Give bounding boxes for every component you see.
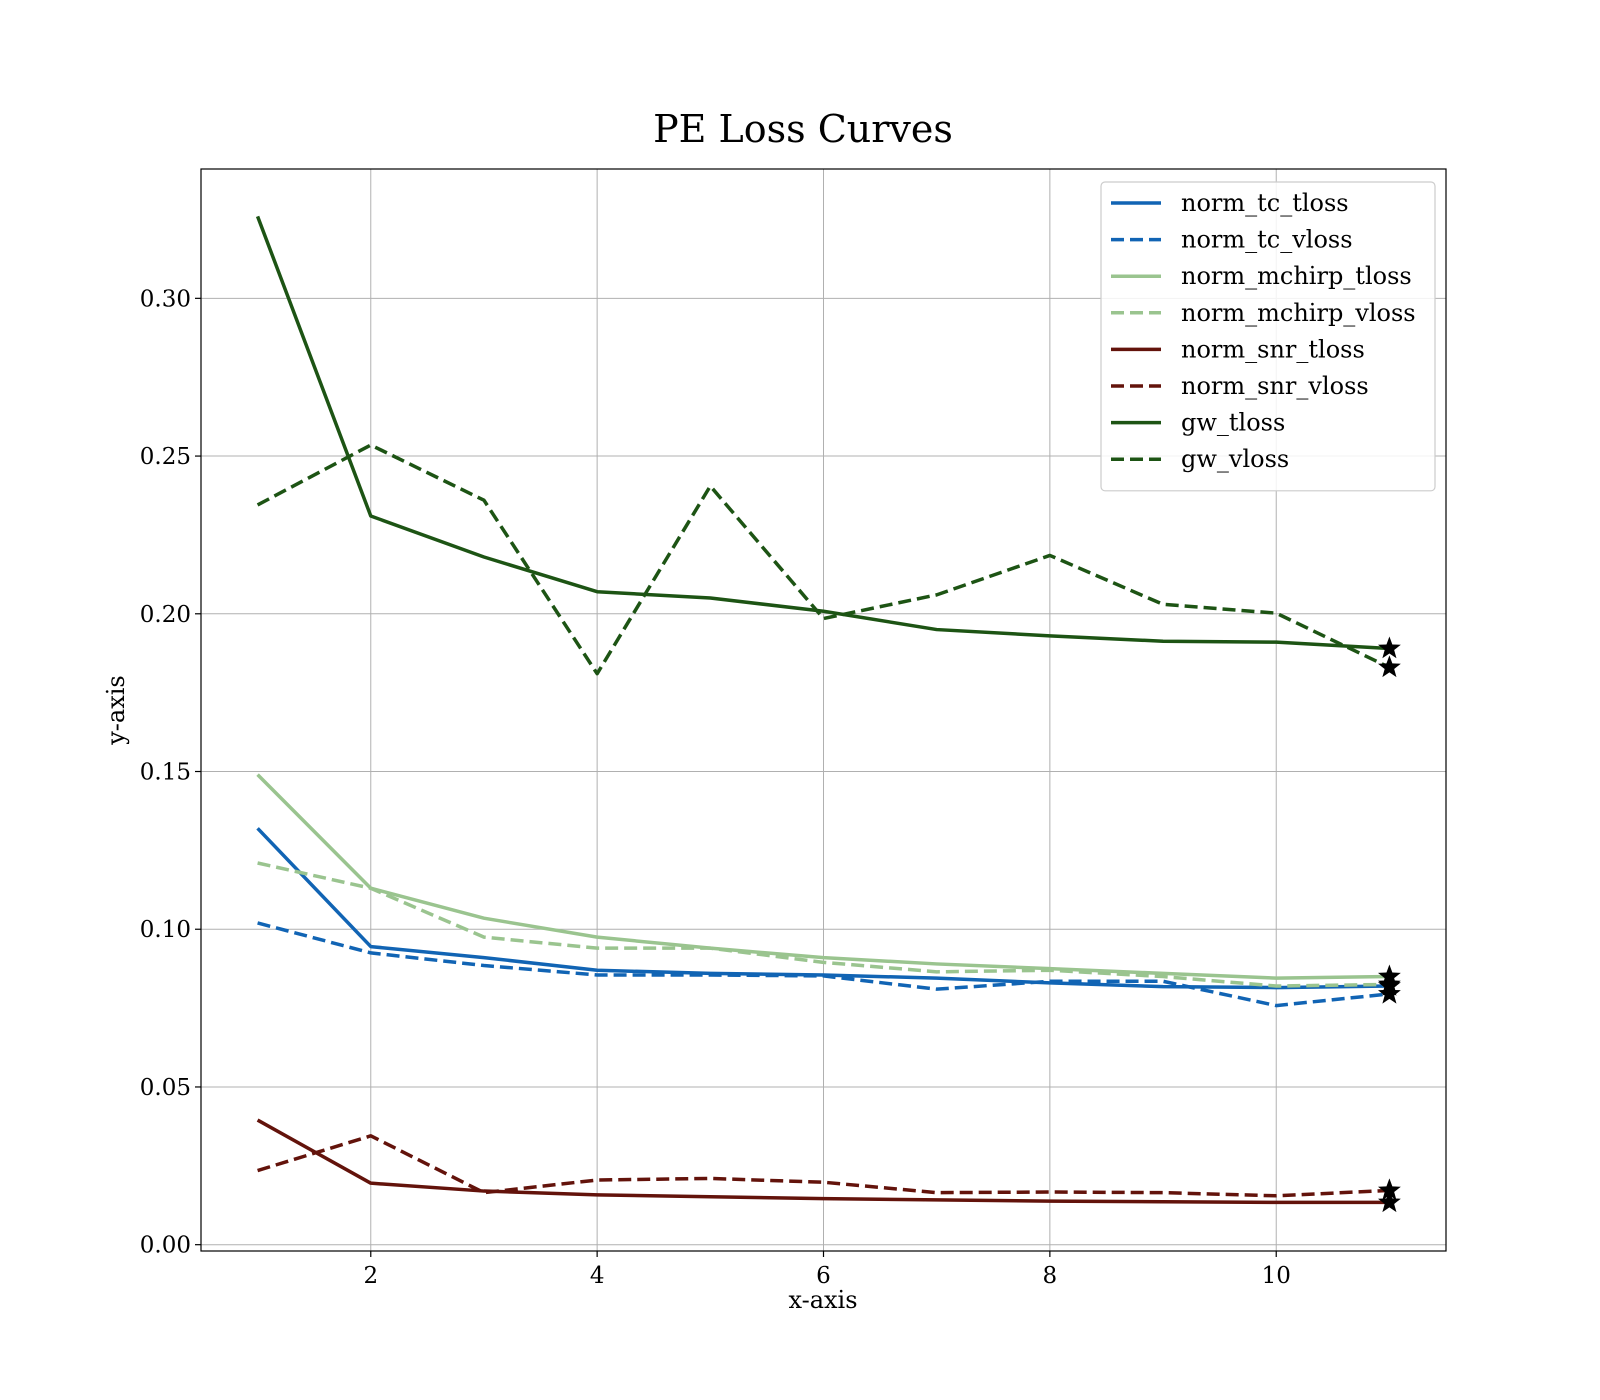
y-axis-label: y-axis	[102, 675, 130, 746]
series-line-norm-mchirp-tloss	[256, 773, 1390, 980]
y-tick-label: 0.10	[140, 917, 191, 943]
y-tick-label: 0.00	[140, 1233, 191, 1259]
series-line-norm-mchirp-vloss	[257, 861, 1390, 988]
x-tick-label: 2	[363, 1263, 378, 1289]
end-marker-star	[1378, 655, 1401, 678]
series-line-norm-tc-vloss	[257, 921, 1390, 1008]
end-marker-star	[1378, 981, 1401, 1004]
legend-label: norm_snr_tloss	[1181, 335, 1365, 363]
x-tick-label: 6	[816, 1263, 831, 1289]
x-axis-label: x-axis	[788, 1286, 857, 1314]
series-line-norm-snr-vloss	[257, 1134, 1390, 1198]
legend-label: norm_mchirp_tloss	[1181, 262, 1412, 290]
end-marker-star	[1378, 1178, 1401, 1201]
y-tick-label: 0.15	[140, 760, 191, 786]
end-marker-star	[1378, 636, 1401, 659]
axis-ticks: 2 4 6 8 10 0.00 0.05 0.10 0.15 0.20 0.25 0.30	[140, 286, 1291, 1289]
y-tick-label: 0.25	[140, 444, 191, 470]
end-marker-star	[1378, 972, 1401, 995]
x-tick-label: 4	[590, 1263, 605, 1289]
legend-label: gw_tloss	[1181, 409, 1285, 437]
series-lines	[255, 215, 1391, 1205]
y-tick-label: 0.30	[140, 286, 191, 312]
end-markers	[1378, 636, 1401, 1213]
legend: norm_tc_tloss norm_tc_vloss norm_mchirp_tl…	[1100, 181, 1436, 492]
series-line-norm-snr-tloss	[256, 1118, 1390, 1205]
x-tick-label: 8	[1043, 1263, 1058, 1289]
x-tick-label: 10	[1262, 1263, 1291, 1289]
y-tick-label: 0.05	[140, 1075, 191, 1101]
legend-label: norm_tc_tloss	[1181, 189, 1349, 217]
end-marker-star	[1378, 1190, 1401, 1213]
y-tick-label: 0.20	[140, 602, 191, 628]
legend-label: norm_tc_vloss	[1181, 226, 1353, 254]
chart-title: PE Loss Curves	[653, 107, 953, 151]
series-line-gw-tloss	[255, 215, 1390, 651]
legend-label: norm_snr_vloss	[1181, 372, 1369, 400]
legend-box	[1100, 181, 1436, 492]
legend-label: norm_mchirp_vloss	[1181, 299, 1416, 327]
grid	[201, 169, 1446, 1251]
legend-label: gw_vloss	[1181, 445, 1289, 473]
series-line-gw-vloss	[256, 443, 1391, 676]
